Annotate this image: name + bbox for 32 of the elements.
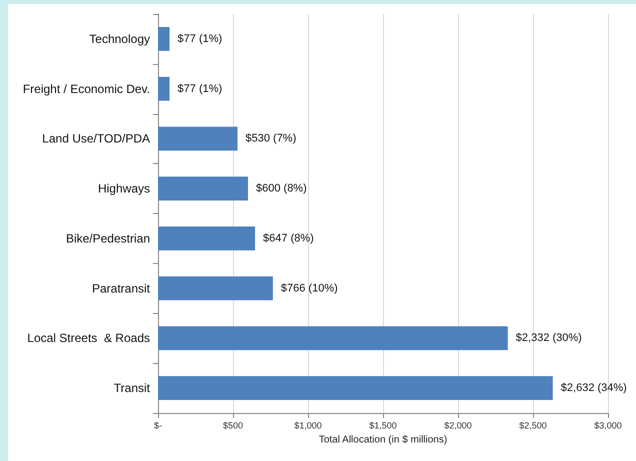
x-tick-label: $- bbox=[154, 420, 162, 430]
data-label: $600 (8%) bbox=[256, 182, 307, 195]
bar bbox=[158, 376, 553, 400]
bar bbox=[158, 76, 170, 101]
y-tick-label: Bike/Pedestrian bbox=[66, 231, 150, 246]
bar bbox=[158, 276, 273, 300]
y-tick-label: Land Use/TOD/PDA bbox=[42, 132, 150, 146]
data-label: $766 (10%) bbox=[280, 282, 338, 294]
data-label: $77 (1%) bbox=[178, 82, 222, 95]
y-tick-label: Technology bbox=[89, 32, 150, 46]
x-tick-label: $2,000 bbox=[444, 420, 472, 430]
bar bbox=[158, 26, 170, 51]
y-tick-label: Paratransit bbox=[92, 281, 151, 296]
x-tick-label: $500 bbox=[222, 420, 244, 430]
data-label: $77 (1%) bbox=[178, 32, 222, 45]
bar bbox=[158, 176, 248, 201]
bar bbox=[158, 326, 508, 350]
data-label: $530 (7%) bbox=[246, 132, 296, 145]
x-tick-label: $3,000 bbox=[594, 420, 622, 430]
x-tick-label: $1,500 bbox=[369, 420, 397, 430]
bar bbox=[158, 226, 256, 250]
y-tick-label: Highways bbox=[98, 182, 150, 196]
y-tick-label: Transit bbox=[114, 381, 151, 396]
y-tick-label: Freight / Economic Dev. bbox=[22, 82, 150, 96]
data-label: $2,332 (30%) bbox=[516, 332, 582, 344]
x-tick-label: $2,500 bbox=[519, 420, 547, 430]
y-tick-label: Local Streets & Roads bbox=[27, 331, 150, 346]
data-label: $647 (8%) bbox=[263, 232, 314, 244]
data-label: $2,632 (34%) bbox=[560, 382, 627, 394]
bar bbox=[158, 126, 238, 151]
x-axis-title: Total Allocation (in $ millions) bbox=[318, 434, 448, 446]
x-tick-label: $1,000 bbox=[294, 420, 322, 430]
